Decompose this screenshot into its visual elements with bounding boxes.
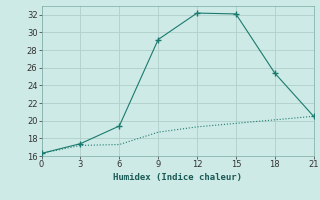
X-axis label: Humidex (Indice chaleur): Humidex (Indice chaleur) bbox=[113, 173, 242, 182]
